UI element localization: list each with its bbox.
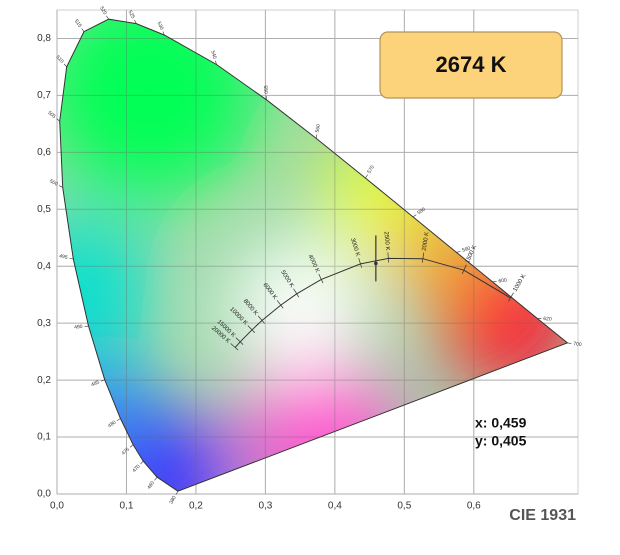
x-tick-label: 0,0 bbox=[50, 501, 64, 512]
y-tick-label: 0,8 bbox=[37, 33, 51, 44]
y-tick-label: 0,3 bbox=[37, 318, 51, 329]
point-y-label: y: 0,405 bbox=[475, 433, 527, 449]
wavelength-label: 550 bbox=[262, 85, 269, 94]
wavelength-label: 380 bbox=[168, 495, 178, 505]
wavelength-label: 600 bbox=[498, 278, 507, 285]
x-tick-label: 0,4 bbox=[328, 501, 342, 512]
y-tick-label: 0,1 bbox=[37, 432, 51, 443]
wavelength-label: 620 bbox=[543, 316, 552, 322]
y-tick-label: 0,5 bbox=[37, 204, 51, 215]
point-dot bbox=[374, 262, 378, 266]
badge-text: 2674 K bbox=[436, 52, 507, 77]
y-tick-label: 0,7 bbox=[37, 90, 51, 101]
y-tick-label: 0,2 bbox=[37, 375, 51, 386]
x-tick-label: 0,3 bbox=[258, 501, 272, 512]
y-tick-label: 0,0 bbox=[37, 489, 51, 500]
y-tick-label: 0,6 bbox=[37, 147, 51, 158]
wavelength-label: 505 bbox=[46, 110, 56, 120]
y-tick-label: 0,4 bbox=[37, 261, 51, 272]
x-tick-label: 0,5 bbox=[397, 501, 411, 512]
chart-title: CIE 1931 bbox=[509, 507, 576, 524]
wavelength-label: 490 bbox=[74, 324, 83, 331]
x-tick-label: 0,6 bbox=[467, 501, 481, 512]
x-tick-label: 0,1 bbox=[120, 501, 134, 512]
x-tick-label: 0,2 bbox=[189, 501, 203, 512]
point-x-label: x: 0,459 bbox=[475, 415, 527, 431]
wavelength-label: 700 bbox=[573, 341, 582, 348]
